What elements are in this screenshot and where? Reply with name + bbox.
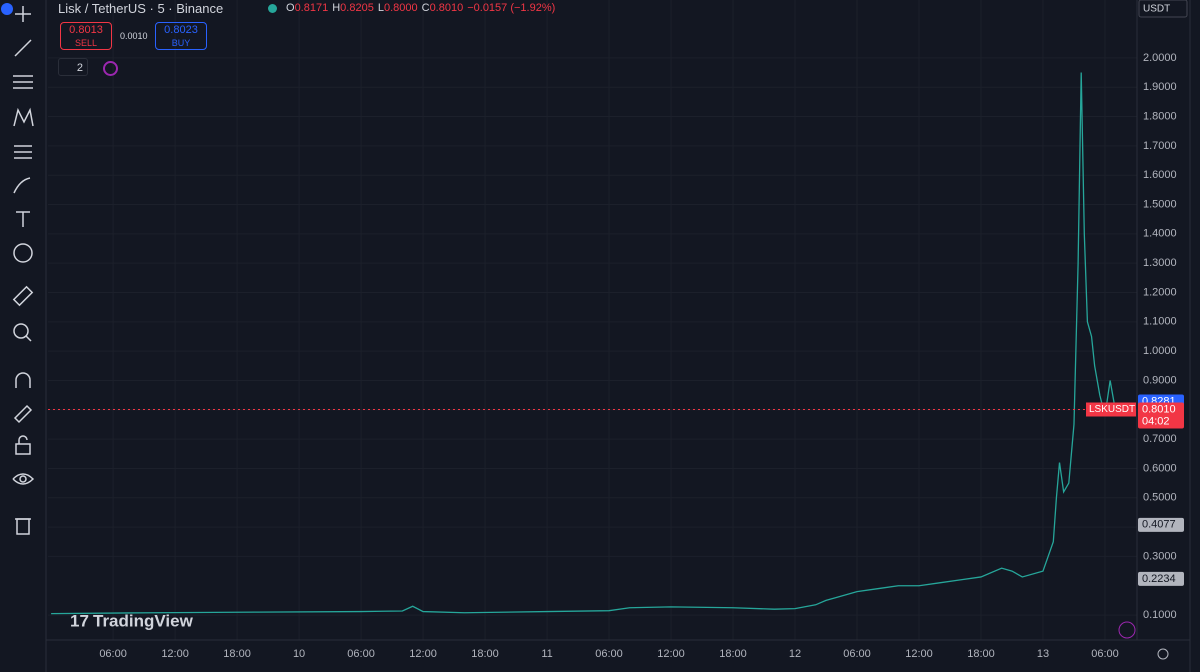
y-tick-label: 0.6000: [1143, 462, 1177, 474]
y-tick-label: 0.3000: [1143, 550, 1177, 562]
buy-button[interactable]: 0.8023 BUY: [155, 22, 207, 50]
x-tick-label: 06:00: [347, 648, 375, 660]
x-tick-label: 12:00: [657, 648, 685, 660]
y-tick-label: 1.9000: [1143, 81, 1177, 93]
ruler-tool[interactable]: [12, 285, 34, 307]
countdown: 04:02: [1142, 415, 1170, 427]
delete-tool[interactable]: [15, 518, 31, 535]
y-tick-label: 0.1000: [1143, 609, 1177, 621]
sell-label: SELL: [74, 38, 98, 48]
price-label-bg: [1138, 517, 1184, 532]
price-line: [51, 72, 1127, 615]
buy-price: 0.8023: [164, 24, 198, 36]
symbol-icon: [1, 3, 13, 15]
price-label: 0.8010: [1142, 403, 1176, 415]
symbol-tag-bg: [1086, 402, 1136, 417]
symbol-tag: LSKUSDT: [1089, 404, 1135, 415]
x-tick-label: 06:00: [1091, 648, 1119, 660]
y-tick-label: 0.7000: [1143, 433, 1177, 445]
trend-line-tool[interactable]: [14, 39, 32, 57]
ohlc-value: 0.8000: [383, 2, 418, 14]
ohlc-label: H: [332, 2, 341, 14]
ohlc: O0.8171 H0.8205 L0.8000 C0.8010 −0.0157 (−1.…: [286, 2, 555, 14]
ohlc-value: 0.8205: [340, 2, 374, 14]
x-tick-label: 11: [541, 648, 552, 660]
price-label-bg: [1138, 402, 1184, 429]
indicators-toggle[interactable]: 2: [58, 58, 88, 76]
y-tick-label: 1.7000: [1143, 140, 1177, 152]
fib-tool[interactable]: [13, 75, 33, 89]
currency: USDT: [1143, 4, 1170, 15]
prediction-tool[interactable]: [14, 145, 32, 159]
sync-icon: [103, 61, 118, 76]
lock-tool[interactable]: [15, 435, 31, 455]
ohlc-label: C: [421, 2, 430, 14]
x-tick-label: 18:00: [471, 648, 499, 660]
y-tick-label: 1.5000: [1143, 198, 1177, 210]
ohlc-label: L: [377, 2, 384, 14]
x-tick-label: 18:00: [719, 648, 747, 660]
zoom-tool[interactable]: [13, 323, 32, 342]
ohlc-label: O: [286, 2, 295, 14]
symbol: Lisk / TetherUS · 5 · Binance: [58, 1, 224, 16]
currency-select[interactable]: [1138, 0, 1188, 18]
y-tick-label: 1.1000: [1143, 316, 1177, 328]
emoji-tool[interactable]: [13, 243, 33, 263]
change: −0.0157 (−1.92%): [467, 2, 556, 14]
y-tick-label: 1.2000: [1143, 286, 1177, 298]
sell-button[interactable]: 0.8013 SELL: [60, 22, 112, 50]
market-status: [268, 4, 277, 13]
ohlc-value: 0.8171: [294, 2, 329, 14]
y-tick-label: 1.6000: [1143, 169, 1177, 181]
alert-button[interactable]: [1118, 621, 1136, 639]
brush-tool[interactable]: [13, 177, 31, 194]
y-tick-label: 0.5000: [1143, 492, 1177, 504]
sell-price: 0.8013: [69, 24, 103, 36]
text-tool[interactable]: [16, 211, 30, 227]
x-tick-label: 06:00: [595, 648, 623, 660]
tv-logo: 17: [70, 611, 89, 630]
crosshair-tool[interactable]: [15, 6, 31, 22]
x-tick-label: 18:00: [223, 648, 251, 660]
x-tick-label: 06:00: [843, 648, 871, 660]
magnet-tool[interactable]: [15, 372, 31, 388]
y-tick-label: 2.0000: [1143, 52, 1177, 64]
hide-tool[interactable]: [12, 473, 35, 485]
x-tick-label: 12:00: [161, 648, 189, 660]
y-tick-label: 0.9000: [1143, 374, 1177, 386]
x-tick-label: 12:00: [409, 648, 437, 660]
y-tick-label: 1.3000: [1143, 257, 1177, 269]
x-tick-label: 18:00: [967, 648, 995, 660]
lock-drawing-tool[interactable]: [13, 404, 33, 424]
toolbar-bg: [0, 0, 46, 672]
y-tick-label: 1.0000: [1143, 345, 1177, 357]
price-label: 0.2234: [1142, 573, 1176, 585]
x-tick-label: 10: [293, 648, 305, 660]
watermark: TradingView: [93, 611, 194, 630]
ohlc-value: 0.8010: [429, 2, 464, 14]
price-label: 0.4077: [1142, 519, 1176, 531]
y-tick-label: 1.8000: [1143, 110, 1177, 122]
toolbar: [12, 6, 35, 535]
grid: [48, 0, 1137, 640]
y-tick-label: 1.4000: [1143, 228, 1177, 240]
x-tick-label: 06:00: [99, 648, 127, 660]
price-label-bg: [1138, 571, 1184, 586]
settings-button[interactable]: [1157, 648, 1169, 660]
x-tick-label: 12: [789, 648, 801, 660]
x-tick-label: 12:00: [905, 648, 933, 660]
indicators-count: 2: [76, 62, 83, 74]
spread: 0.0010: [120, 31, 148, 41]
x-tick-label: 13: [1037, 648, 1049, 660]
buy-label: BUY: [171, 38, 191, 48]
pattern-tool[interactable]: [13, 107, 34, 127]
